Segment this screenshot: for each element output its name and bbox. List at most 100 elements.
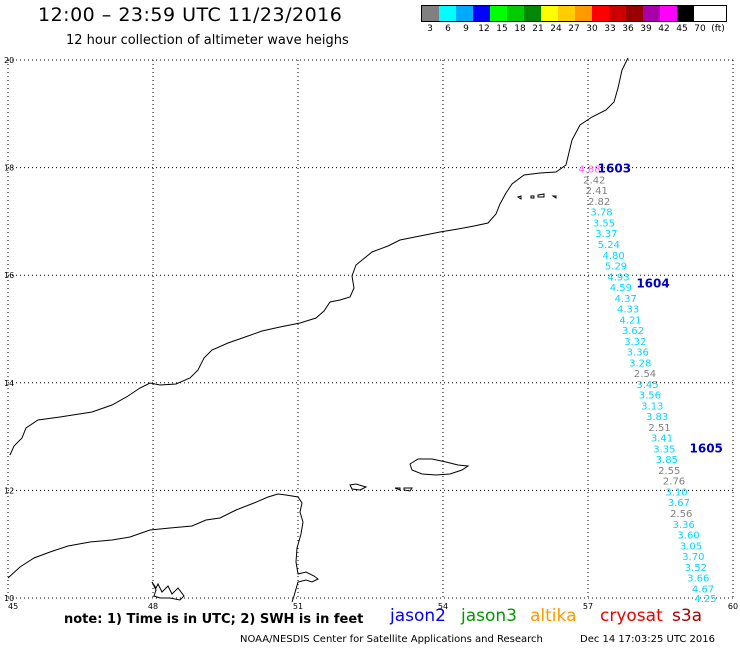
map-title: 12:00 – 23:59 UTC 11/23/2016 xyxy=(38,4,343,26)
legend-swatch xyxy=(626,6,643,21)
wave-height-value: 4.80 xyxy=(603,251,625,262)
satellite-jason3: jason3 xyxy=(461,606,517,626)
wave-height-value: 3.41 xyxy=(651,434,673,445)
islet-3 xyxy=(403,487,413,492)
wave-height-value: 2.82 xyxy=(588,197,610,208)
footnote: note: 1) Time is in UTC; 2) SWH is in fe… xyxy=(64,612,364,627)
lat-tick-label: 16 xyxy=(4,271,14,280)
legend-label: 33 xyxy=(604,24,616,34)
map-grid xyxy=(7,59,734,599)
credit-organization: NOAA/NESDIS Center for Satellite Applica… xyxy=(240,634,543,645)
wave-height-value: 3.10 xyxy=(665,487,687,498)
legend-label: 3 xyxy=(427,24,433,34)
legend-swatch xyxy=(643,6,660,21)
wave-height-value: 3.35 xyxy=(653,444,675,455)
satellite-cryosat: cryosat xyxy=(600,606,663,626)
lon-tick-label: 45 xyxy=(8,602,18,611)
legend-label: 15 xyxy=(496,24,508,34)
wave-height-value: 3.83 xyxy=(646,412,668,423)
wave-height-value: 2.55 xyxy=(658,466,680,477)
lon-tick-label: 51 xyxy=(293,602,303,611)
wave-height-value: 3.36 xyxy=(627,348,649,359)
legend-label: 6 xyxy=(445,24,451,34)
coastal-feature xyxy=(151,581,185,601)
legend-swatch xyxy=(524,6,541,21)
track-id-label: 1605 xyxy=(690,441,723,455)
legend-label: 12 xyxy=(478,24,490,34)
satellite-altika: altika xyxy=(530,606,577,626)
island-small-4 xyxy=(551,195,557,199)
wave-height-value: 3.32 xyxy=(624,337,646,348)
wave-height-value: 2.56 xyxy=(670,509,692,520)
arabian-coastline xyxy=(9,57,629,456)
track-labels: 1603 1604 1605 xyxy=(598,162,723,456)
legend-label: 24 xyxy=(550,24,562,34)
track-id-label: 1604 xyxy=(636,276,669,290)
satellite-jason2: jason2 xyxy=(390,606,446,626)
wave-height-value: 2.42 xyxy=(583,175,605,186)
legend-label: 36 xyxy=(622,24,634,34)
legend-label: 21 xyxy=(532,24,544,34)
lat-tick-label: 18 xyxy=(4,164,14,173)
legend-swatch xyxy=(677,6,694,21)
wave-height-value: 3.56 xyxy=(639,391,661,402)
legend-swatch xyxy=(592,6,609,21)
legend-label: 70 xyxy=(694,24,706,34)
wave-height-value: 3.60 xyxy=(677,531,699,542)
legend-label: 27 xyxy=(568,24,580,34)
coastline xyxy=(7,57,629,603)
legend-swatch xyxy=(439,6,456,21)
legend-swatch xyxy=(473,6,490,21)
legend-labels: 3 6 9 12 15 18 21 24 27 30 33 36 39 42 45 70 (ft) xyxy=(421,24,727,34)
islet-1 xyxy=(349,483,368,491)
credit-timestamp: Dec 14 17:03:25 UTC 2016 xyxy=(580,634,715,645)
legend-label: 9 xyxy=(463,24,469,34)
wave-height-value: 3.05 xyxy=(680,541,702,552)
wave-height-value: 5.24 xyxy=(598,240,620,251)
wave-height-value: 3.45 xyxy=(636,380,658,391)
lon-tick-label: 54 xyxy=(438,602,448,611)
wave-height-value: 3.55 xyxy=(593,218,615,229)
legend-unit: (ft) xyxy=(711,24,725,34)
lat-tick-label: 14 xyxy=(4,379,14,388)
lat-tick-label: 20 xyxy=(4,56,14,65)
legend-swatch xyxy=(575,6,592,21)
wave-height-value: 3.36 xyxy=(673,520,695,531)
wave-height-value: 3.52 xyxy=(685,563,707,574)
wave-height-value: 2.54 xyxy=(634,369,656,380)
legend-swatch xyxy=(609,6,626,21)
wave-height-value: 2.51 xyxy=(648,423,670,434)
satellite-s3a: s3a xyxy=(672,606,703,626)
island-small-3 xyxy=(537,193,545,198)
legend-swatch xyxy=(558,6,575,21)
wave-height-observations: 4.882.422.412.823.783.553.375.244.805.29… xyxy=(578,165,716,605)
wave-height-value: 3.66 xyxy=(687,574,709,585)
lon-tick-label: 57 xyxy=(583,602,593,611)
wave-height-value: 3.13 xyxy=(641,401,663,412)
wave-height-value: 4.37 xyxy=(615,294,637,305)
wave-height-value: 3.67 xyxy=(668,498,690,509)
axis-tick-labels: 45 48 51 54 57 60 20 18 16 14 12 10 xyxy=(4,56,738,611)
wave-height-value: 5.29 xyxy=(605,262,627,273)
island-small-2 xyxy=(530,195,535,199)
legend-swatch xyxy=(541,6,558,21)
track-id-label: 1603 xyxy=(598,162,631,176)
lon-tick-label: 60 xyxy=(728,602,738,611)
island-small-1 xyxy=(516,195,522,200)
wave-height-value: 4.33 xyxy=(617,305,639,316)
legend-swatch xyxy=(456,6,473,21)
lon-tick-label: 48 xyxy=(148,602,158,611)
wave-height-value: 4.88 xyxy=(578,165,600,176)
legend-swatch xyxy=(422,6,439,21)
socotra-island xyxy=(409,458,470,476)
wave-height-value: 2.41 xyxy=(586,186,608,197)
wave-height-value: 3.78 xyxy=(590,208,612,219)
horn-of-africa-coastline xyxy=(7,493,319,603)
wave-height-value: 3.70 xyxy=(682,552,704,563)
wave-height-value: 4.67 xyxy=(692,584,714,595)
legend-label: 30 xyxy=(586,24,598,34)
wave-height-value: 3.62 xyxy=(622,326,644,337)
wave-height-legend: 3 6 9 12 15 18 21 24 27 30 33 36 39 42 45 70 (ft) xyxy=(421,5,727,34)
lat-tick-label: 10 xyxy=(4,594,14,603)
